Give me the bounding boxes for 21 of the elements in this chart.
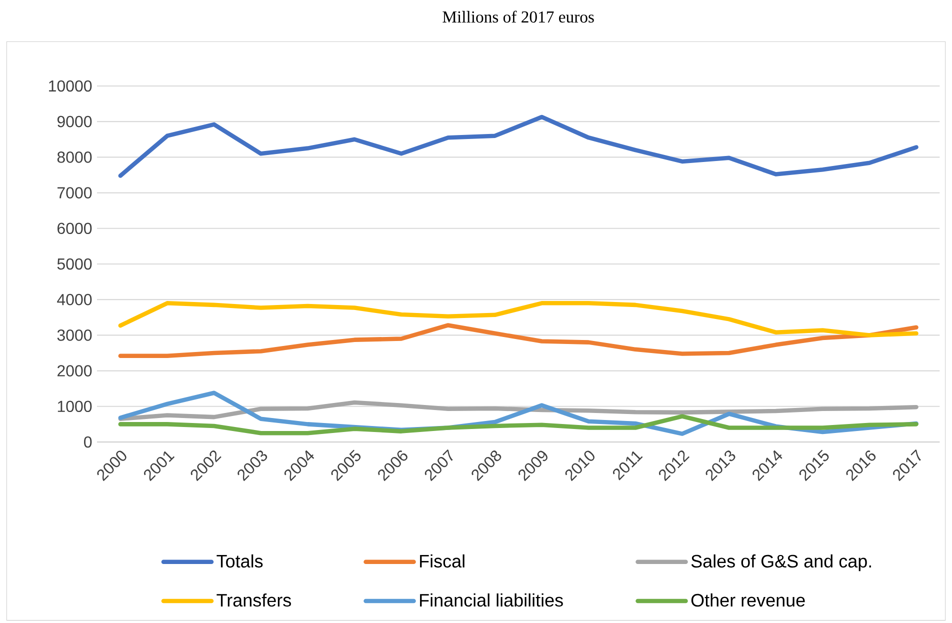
line-series — [118, 323, 918, 358]
y-tick-label: 4000 — [57, 294, 92, 306]
y-tick-label: 10000 — [49, 80, 92, 92]
y-tick-label: 8000 — [57, 152, 92, 163]
y-tick-label: 0 — [84, 436, 92, 448]
legend-label: Fiscal — [420, 554, 464, 568]
legend-label: Transfers — [216, 593, 291, 607]
legend-label: Financial liabilities — [420, 593, 563, 607]
y-tick-label: 9000 — [57, 116, 92, 128]
y-tick-label: 6000 — [58, 222, 92, 234]
y-tick-label: 2000 — [58, 365, 92, 376]
y-tick-label: 7000 — [58, 187, 92, 198]
legend-label: Totals — [216, 554, 263, 568]
legend-label: Other revenue — [691, 593, 805, 607]
y-tick-label: 3000 — [57, 330, 92, 341]
line-series — [118, 114, 918, 178]
legend-label: Sales of G&S and cap. — [691, 554, 871, 572]
y-tick-label: 5000 — [57, 258, 92, 270]
chart-title: Millions of 2017 euros — [442, 10, 594, 23]
line-series — [118, 301, 918, 338]
y-tick-label: 1000 — [58, 400, 92, 412]
